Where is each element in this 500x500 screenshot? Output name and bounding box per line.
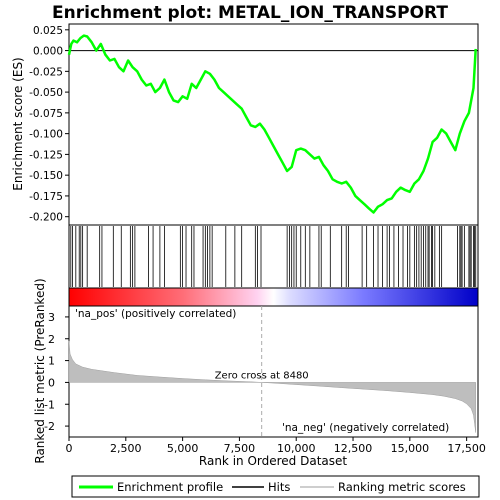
- enrichment-y-tick-label: -0.125: [29, 149, 63, 161]
- x-tick-label: 10,000: [277, 442, 316, 455]
- enrichment-profile-line: [67, 34, 477, 214]
- metric-y-tick-label: 2: [48, 333, 55, 346]
- negative-correlation-label: 'na_neg' (negatively correlated): [282, 422, 449, 434]
- enrichment-y-tick-label: -0.100: [29, 129, 63, 141]
- enrichment-panel-frame: [68, 23, 479, 226]
- metric-y-tick-label: 0: [48, 376, 55, 389]
- metric-y-tick-label: 3: [48, 311, 55, 324]
- zero-cross-label: Zero cross at 8480: [215, 370, 309, 381]
- enrichment-y-axis: 0.025 0.000 -0.025 -0.050 -0.075 -0.100 -0.125…: [29, 25, 69, 224]
- enrichment-y-tick-label: -0.150: [29, 170, 63, 182]
- x-axis-label: Rank in Ordered Dataset: [199, 454, 347, 468]
- x-tick-label: 0: [66, 442, 73, 455]
- ranking-metric-area: [68, 340, 476, 433]
- x-tick-label: 12,500: [334, 442, 373, 455]
- rank-gradient-bar: [68, 287, 479, 307]
- legend: Enrichment profile Hits Ranking metric s…: [71, 475, 480, 498]
- enrichment-panel: 0.025 0.000 -0.025 -0.050 -0.075 -0.100 -0.125…: [11, 23, 479, 226]
- x-tick-label: 7,500: [224, 442, 256, 455]
- hits-panel: [68, 224, 479, 289]
- positive-correlation-label: 'na_pos' (positively correlated): [75, 308, 236, 320]
- metric-y-tick-label: -1: [44, 398, 55, 411]
- legend-hits-label: Hits: [268, 480, 290, 494]
- enrichment-y-tick-label: -0.200: [29, 212, 63, 224]
- chart-title: Enrichment plot: METAL_ION_TRANSPORT: [52, 3, 448, 23]
- legend-metric-label: Ranking metric scores: [338, 480, 466, 494]
- hit-marks: [70, 226, 477, 287]
- enrichment-y-tick-label: -0.075: [29, 108, 63, 120]
- enrichment-y-tick-label: 0.025: [33, 25, 63, 37]
- enrichment-y-tick-label: -0.025: [29, 66, 63, 78]
- enrichment-y-tick-label: 0.000: [33, 46, 63, 58]
- legend-frame: [71, 475, 480, 498]
- enrichment-y-tick-label: -0.175: [29, 191, 63, 203]
- legend-enrichment-label: Enrichment profile: [117, 480, 223, 494]
- metric-panel: Zero cross at 8480 'na_pos' (positively …: [33, 278, 479, 464]
- x-axis: 0 2,500 5,000 7,500 10,000 12,500 15,000 17,500: [66, 437, 486, 455]
- enrichment-y-tick-label: -0.050: [29, 87, 63, 99]
- enrichment-y-axis-label: Enrichment score (ES): [11, 57, 25, 190]
- metric-y-tick-label: 1: [48, 355, 55, 368]
- x-tick-label: 17,500: [447, 442, 486, 455]
- metric-y-axis-label: Ranked list metric (PreRanked): [33, 278, 47, 463]
- metric-y-tick-label: -2: [44, 420, 55, 433]
- x-tick-label: 2,500: [110, 442, 142, 455]
- x-tick-label: 5,000: [167, 442, 199, 455]
- x-tick-label: 15,000: [391, 442, 430, 455]
- metric-y-axis: 3 2 1 0 -1 -2: [44, 311, 69, 433]
